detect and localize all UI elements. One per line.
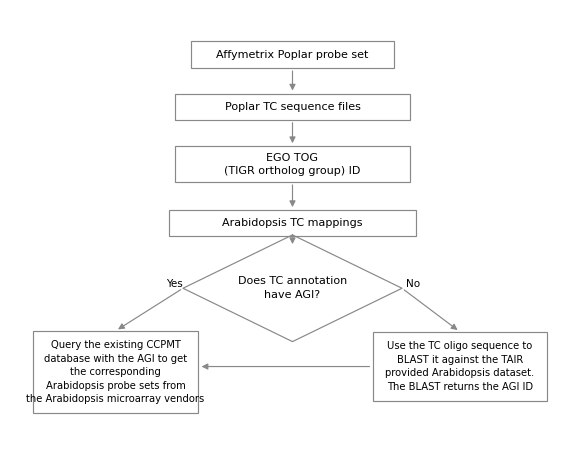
FancyBboxPatch shape (169, 210, 416, 236)
Text: Yes: Yes (166, 279, 183, 289)
FancyBboxPatch shape (373, 332, 547, 401)
FancyBboxPatch shape (191, 41, 394, 68)
Text: Poplar TC sequence files: Poplar TC sequence files (225, 102, 360, 112)
Text: EGO TOG
(TIGR ortholog group) ID: EGO TOG (TIGR ortholog group) ID (224, 153, 361, 176)
FancyBboxPatch shape (33, 331, 198, 414)
Text: Query the existing CCPMT
database with the AGI to get
the corresponding
Arabidop: Query the existing CCPMT database with t… (26, 340, 205, 405)
Text: Affymetrix Poplar probe set: Affymetrix Poplar probe set (216, 50, 369, 60)
FancyBboxPatch shape (174, 146, 411, 182)
Text: Use the TC oligo sequence to
BLAST it against the TAIR
provided Arabidopsis data: Use the TC oligo sequence to BLAST it ag… (386, 341, 535, 392)
FancyBboxPatch shape (174, 94, 411, 120)
Text: Does TC annotation
have AGI?: Does TC annotation have AGI? (238, 276, 347, 300)
Text: Arabidopsis TC mappings: Arabidopsis TC mappings (222, 218, 363, 228)
Text: No: No (405, 279, 420, 289)
